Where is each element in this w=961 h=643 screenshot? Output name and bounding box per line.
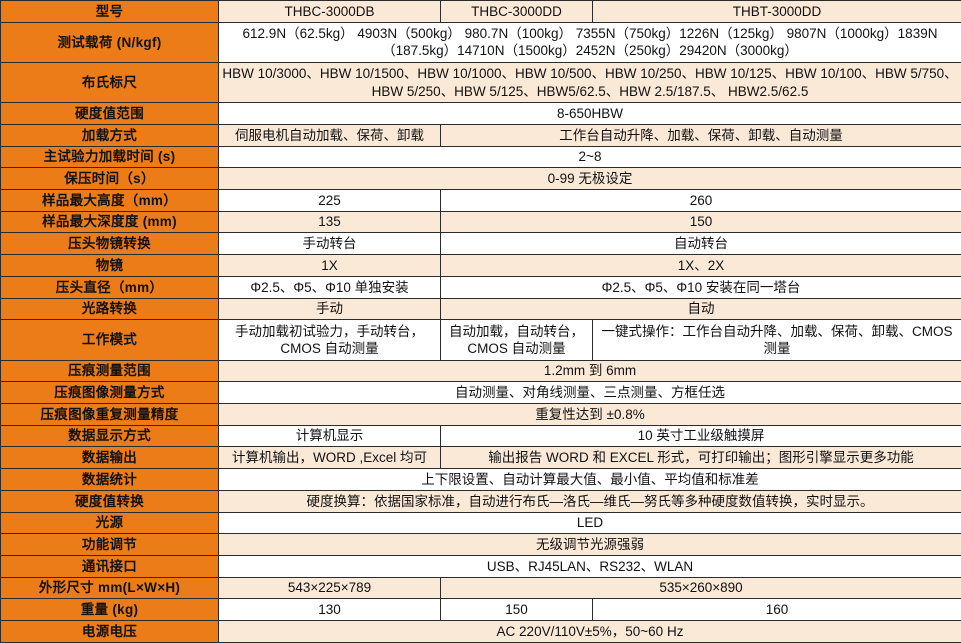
table-cell: 硬度换算：依据国家标准，自动进行布氏—洛氏—维氏—努氏等多种硬度数值转换，实时显… [218,489,961,513]
table-cell: LED [218,511,961,535]
row-label: 数据输出 [0,446,219,470]
row-label: 光路转换 [0,297,219,321]
table-cell: THBT-3000DD [592,0,961,23]
table-cell: 10 英寸工业级触摸屏 [440,424,961,448]
row-label: 电源电压 [0,620,219,643]
table-row: 型号 THBC-3000DB THBC-3000DD THBT-3000DD [0,0,961,23]
table-cell: 一键式操作：工作台自动升降、加载、保荷、卸载、CMOS 测量 [592,319,961,361]
table-row: 硬度值转换 硬度换算：依据国家标准，自动进行布氏—洛氏—维氏—努氏等多种硬度数值转… [0,489,961,513]
table-cell: 无级调节光源强弱 [218,533,961,557]
table-row: 工作模式 手动加载初试验力，手动转台，CMOS 自动测量 自动加载，自动转台，CMO… [0,319,961,361]
table-cell: 150 [440,598,593,622]
table-cell: 上下限设置、自动计算最大值、最小值、平均值和标准差 [218,468,961,491]
table-cell: 160 [592,598,961,622]
table-cell: 手动 [218,297,441,321]
table-row: 光源 LED [0,511,961,535]
table-cell: Φ2.5、Φ5、Φ10 单独安装 [218,275,441,299]
table-cell: 0-99 无极设定 [218,167,961,191]
table-row: 布氏标尺 HBW 10/3000、HBW 10/1500、HBW 10/1000、… [0,61,961,104]
row-label: 加载方式 [0,123,219,147]
table-row: 重量 (kg) 130 150 160 [0,598,961,622]
table-cell: 自动测量、对角线测量、三点测量、方框任选 [218,381,961,404]
table-cell: 输出报告 WORD 和 EXCEL 形式，可打印输出；图形引擎显示更多功能 [440,446,961,470]
row-label: 光源 [0,511,219,535]
table-cell: 135 [218,210,441,234]
table-cell: 8-650HBW [218,102,961,125]
table-cell: 手动加载初试验力，手动转台，CMOS 自动测量 [218,319,441,361]
table-row: 压痕图像测量方式 自动测量、对角线测量、三点测量、方框任选 [0,381,961,404]
table-cell: 1.2mm 到 6mm [218,359,961,383]
table-cell: 伺服电机自动加载、保荷、卸载 [218,123,441,147]
row-label: 工作模式 [0,319,219,361]
table-cell: 工作台自动升降、加载、保荷、卸载、自动测量 [440,123,961,147]
table-row: 压头直径（mm） Φ2.5、Φ5、Φ10 单独安装 Φ2.5、Φ5、Φ10 安装在同… [0,275,961,299]
row-label: 压头直径（mm） [0,275,219,299]
row-label: 压痕图像测量方式 [0,381,219,404]
table-cell: AC 220V/110V±5%，50~60 Hz [218,620,961,643]
row-label: 压痕图像重复测量精度 [0,403,219,426]
row-label: 功能调节 [0,533,219,557]
table-cell: THBC-3000DB [218,0,441,23]
table-cell: 计算机输出，WORD ,Excel 均可 [218,446,441,470]
table-row: 压头物镜转换 手动转台 自动转台 [0,232,961,256]
table-row: 测试载荷 (N/kgf) 612.9N（62.5kg） 4903N（500kg） … [0,21,961,63]
row-label: 硬度值范围 [0,102,219,125]
table-cell: 重复性达到 ±0.8% [218,403,961,426]
row-label: 样品最大高度（mm） [0,189,219,212]
table-row: 电源电压 AC 220V/110V±5%，50~60 Hz [0,620,961,643]
table-cell: 2~8 [218,145,961,169]
table-cell: 自动 [440,297,961,321]
table-cell: THBC-3000DD [440,0,593,23]
table-cell: HBW 10/3000、HBW 10/1500、HBW 10/1000、HBW … [218,61,961,104]
row-label: 外形尺寸 mm(L×W×H) [0,576,219,600]
table-cell: 自动转台 [440,232,961,256]
table-cell: 535×260×890 [440,576,961,600]
row-label: 物镜 [0,254,219,277]
row-label: 压痕测量范围 [0,359,219,383]
table-cell: 1X [218,254,441,277]
table-row: 物镜 1X 1X、2X [0,254,961,277]
table-cell: 130 [218,598,441,622]
row-label: 硬度值转换 [0,489,219,513]
table-cell: USB、RJ45LAN、RS232、WLAN [218,555,961,578]
table-cell: 260 [440,189,961,212]
row-label: 主试验力加载时间 (s) [0,145,219,169]
row-label: 布氏标尺 [0,61,219,104]
table-row: 样品最大深度度 (mm) 135 150 [0,210,961,234]
table-row: 硬度值范围 8-650HBW [0,102,961,125]
table-row: 压痕图像重复测量精度 重复性达到 ±0.8% [0,403,961,426]
table-row: 数据显示方式 计算机显示 10 英寸工业级触摸屏 [0,424,961,448]
table-row: 加载方式 伺服电机自动加载、保荷、卸载 工作台自动升降、加载、保荷、卸载、自动测量 [0,123,961,147]
row-label: 重量 (kg) [0,598,219,622]
row-label: 数据统计 [0,468,219,491]
row-label: 压头物镜转换 [0,232,219,256]
table-cell: 543×225×789 [218,576,441,600]
row-label: 型号 [0,0,219,23]
table-row: 数据输出 计算机输出，WORD ,Excel 均可 输出报告 WORD 和 EXCE… [0,446,961,470]
row-label: 通讯接口 [0,555,219,578]
table-row: 主试验力加载时间 (s) 2~8 [0,145,961,169]
table-row: 压痕测量范围 1.2mm 到 6mm [0,359,961,383]
row-label: 数据显示方式 [0,424,219,448]
table-row: 光路转换 手动 自动 [0,297,961,321]
table-row: 保压时间（s） 0-99 无极设定 [0,167,961,191]
table-cell: 自动加载，自动转台，CMOS 自动测量 [440,319,593,361]
table-cell: 150 [440,210,961,234]
table-row: 数据统计 上下限设置、自动计算最大值、最小值、平均值和标准差 [0,468,961,491]
table-row: 外形尺寸 mm(L×W×H) 543×225×789 535×260×890 [0,576,961,600]
row-label: 保压时间（s） [0,167,219,191]
table-cell: 225 [218,189,441,212]
table-cell: 1X、2X [440,254,961,277]
table-row: 功能调节 无级调节光源强弱 [0,533,961,557]
table-row: 样品最大高度（mm） 225 260 [0,189,961,212]
table-cell: 612.9N（62.5kg） 4903N（500kg） 980.7N（100kg… [218,21,961,63]
table-cell: 计算机显示 [218,424,441,448]
table-cell: 手动转台 [218,232,441,256]
table-row: 通讯接口 USB、RJ45LAN、RS232、WLAN [0,555,961,578]
row-label: 样品最大深度度 (mm) [0,210,219,234]
table-cell: Φ2.5、Φ5、Φ10 安装在同一塔台 [440,275,961,299]
row-label: 测试载荷 (N/kgf) [0,21,219,63]
